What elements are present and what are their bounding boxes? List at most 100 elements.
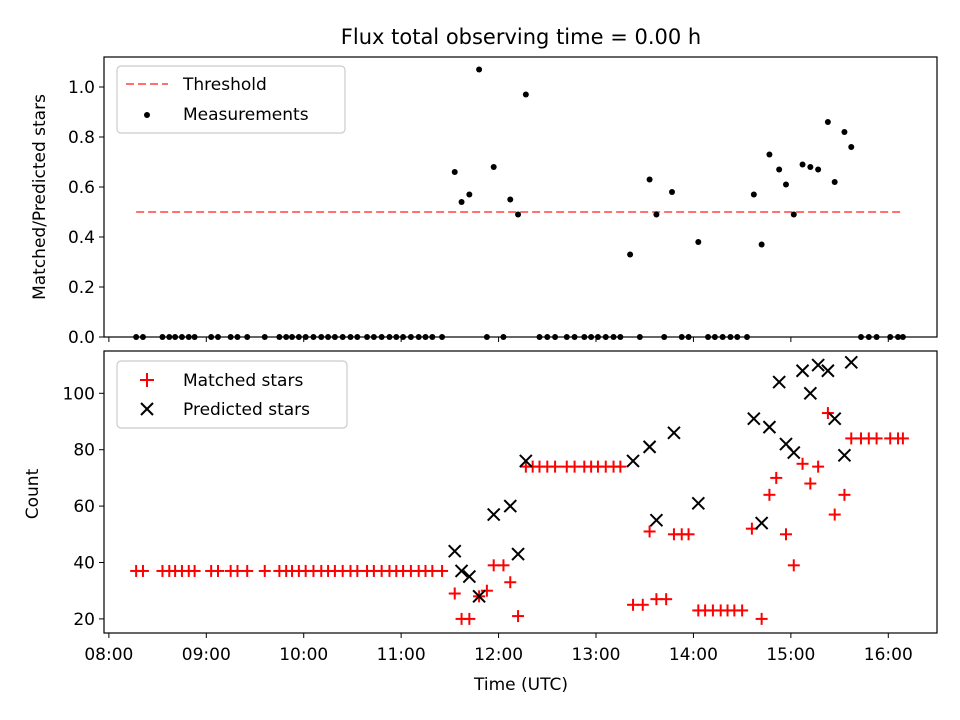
matched-star-point [436,564,449,577]
measurement-point [695,239,702,245]
predicted-star-point-b [795,364,810,378]
top-y-tick-label: 0.0 [68,328,95,348]
measurements-legend-swatch [144,112,150,118]
predicted-star-point [472,589,486,604]
top-y-axis-label: Matched/Predicted stars [30,94,50,300]
matched-star-point [660,593,673,606]
predicted-star-point [511,547,525,561]
matched-star-point [512,610,525,623]
measurement-point [490,164,497,170]
predicted-star-point [762,420,777,434]
predicted-star-point [837,448,852,463]
measurement-point [451,169,458,175]
measurement-point [766,151,773,158]
matched-star-point [787,559,800,572]
measurement-point [653,211,660,218]
predicted-star-point-b [762,420,777,434]
matched-star-point [812,460,825,473]
x-tick-label: 10:00 [279,645,328,665]
measurement-point [750,191,757,198]
measurement-point [515,211,522,218]
predicted-star-point [754,516,769,530]
matched-star-point [796,457,809,470]
matched-legend-swatch [140,373,154,387]
measurement-point [782,181,789,188]
predicted-star-point [642,440,657,454]
predicted-star-point [454,564,469,578]
matched-star-point [480,584,493,597]
bottom-y-axis-label: Count [23,468,43,519]
matched-star-point [549,460,562,473]
predicted-star-point-b [519,454,533,468]
x-tick-label: 12:00 [474,645,523,665]
top-x-ticks [108,337,889,342]
measurement-point [507,196,514,203]
predicted-star-point [519,454,533,468]
bottom-y-tick-label: 20 [73,610,95,630]
matched-star-point [838,488,851,501]
matched-star-point [504,576,517,589]
predicted-star-point [626,454,640,468]
predicted-star-point [448,544,462,558]
x-tick-label: 16:00 [864,645,913,665]
measurement-point [646,176,653,183]
predicted-star-point [649,513,664,527]
predicted-star-point-b [787,445,801,460]
matched-star-point [779,528,792,541]
top-y-tick-label: 0.2 [68,278,95,298]
top-y-ticks: 0.0 0.2 0.4 0.6 0.8 1.0 [68,78,104,348]
bottom-legend: Matched stars Predicted stars [116,360,348,429]
matched-star-point [241,564,254,577]
predicted-star-point [795,364,810,378]
predicted-star-point-b [454,564,469,578]
bottom-x-ticks: 08:00 09:00 10:00 11:00 12:00 13:00 14:00 15:00… [84,633,913,665]
x-tick-label: 13:00 [572,645,621,665]
matched-star-point [614,460,627,473]
predicted-star-point-b [803,386,818,401]
measurement-point [848,144,855,150]
matched-star-point [821,407,834,420]
matched-star-point [463,612,476,625]
measurement-point [799,161,806,168]
top-legend: Threshold Measurements [116,65,346,134]
predicted-star-point [747,411,761,426]
matched-star-point [755,612,768,625]
top-axes-frame [103,56,938,338]
matched-star-point [136,564,149,577]
bottom-axes-frame [103,350,938,634]
matched-star-point [448,587,461,600]
x-tick-label: 09:00 [182,645,231,665]
matched-star-point [870,432,883,445]
top-y-tick-label: 0.6 [68,178,95,198]
measurements-legend-label: Measurements [183,105,309,125]
matched-star-point [828,508,841,521]
matched-star-point [188,564,201,577]
predicted-star-point-b [779,437,793,451]
measurement-point [807,164,814,170]
predicted-star-point-b [503,499,517,513]
measurement-point [668,189,675,195]
measurement-point [815,166,822,173]
bottom-y-tick-label: 40 [73,554,95,574]
matched-star-point [643,525,656,538]
bottom-panel: 20 40 60 80 100 08:00 09:00 10:00 11:00 12:00 13:… [23,350,938,695]
predicted-star-point-b [472,589,486,604]
predicted-star-point-b [747,411,761,426]
matched-star-point [211,564,224,577]
matched-star-point [636,598,649,611]
predicted-star-point [667,426,681,440]
predicted-star-point-b [827,411,842,426]
predicted-star-point-b [448,544,462,558]
predicted-star-point-b [649,513,664,527]
predicted-star-point [462,569,477,584]
predicted-star-point-b [462,569,477,584]
matched-star-point [682,528,695,541]
predicted-star-point [787,445,801,460]
x-tick-label: 08:00 [84,645,133,665]
predicted-star-point-b [642,440,657,454]
measurement-point [824,119,831,125]
predicted-star-point-b [511,547,525,561]
matched-star-point [736,604,749,617]
threshold-legend-label: Threshold [182,75,267,95]
